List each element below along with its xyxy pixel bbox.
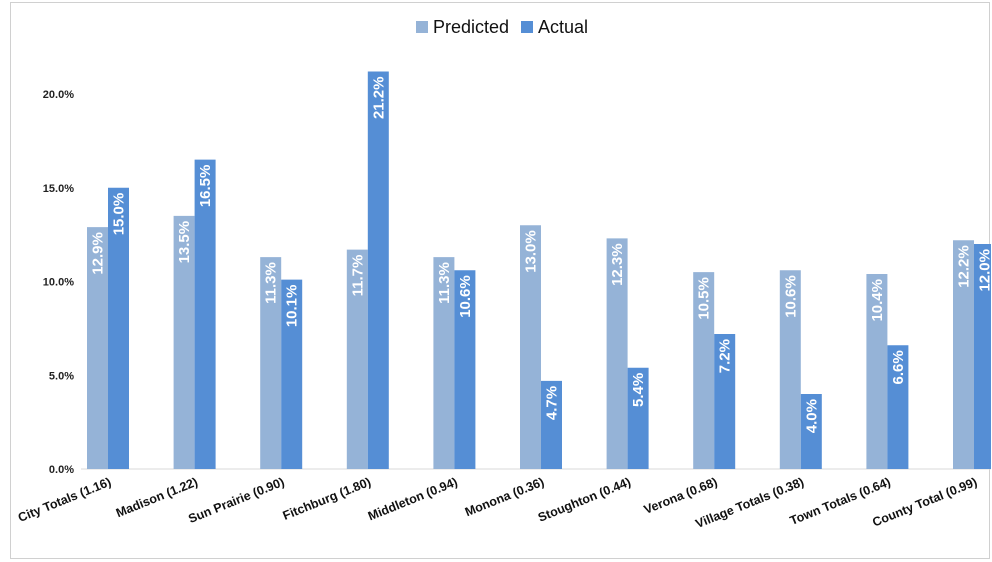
chart-frame: Predicted Actual 0.0% 5.0% 10.0% 15.0% 20.0% … [10, 2, 992, 559]
data-label-actual-9: 6.6% [890, 350, 907, 384]
bar-predicted-6 [606, 238, 628, 469]
y-tick-label: 0.0% [49, 464, 74, 476]
category-label-2: Sun Prairie (0.90) [186, 475, 286, 526]
category-label-7: Verona (0.68) [642, 475, 719, 517]
bar-actual-4 [454, 270, 476, 469]
category-label-5: Monona (0.36) [463, 475, 546, 519]
category-label-6: Stoughton (0.44) [536, 475, 633, 525]
legend-label-1: Actual [538, 17, 588, 37]
bar-predicted-2 [260, 257, 282, 469]
data-label-actual-8: 4.0% [803, 399, 820, 433]
bar-actual-9 [887, 345, 909, 469]
bars: 12.9%15.0%13.5%16.5%11.3%10.1%11.7%21.2%… [87, 71, 992, 469]
legend-label-0: Predicted [433, 17, 509, 37]
y-tick-label: 5.0% [49, 370, 74, 382]
y-tick-label: 15.0% [43, 183, 74, 195]
y-tick-label: 10.0% [43, 277, 74, 289]
bar-actual-2 [281, 279, 303, 469]
data-label-actual-3: 21.2% [370, 77, 387, 120]
data-label-predicted-1: 13.5% [176, 221, 193, 264]
x-axis: City Totals (1.16) Madison (1.22)Sun Prai… [16, 475, 979, 531]
legend-swatch-1 [521, 21, 533, 33]
bar-predicted-1 [173, 215, 195, 469]
bar-actual-0 [108, 187, 129, 469]
data-label-predicted-0: 12.9% [90, 232, 107, 275]
data-label-predicted-7: 10.5% [696, 277, 713, 320]
bar-actual-8 [800, 394, 822, 469]
bar-predicted-8 [779, 270, 801, 469]
bar-actual-5 [541, 380, 562, 469]
bar-predicted-3 [346, 249, 368, 469]
legend: Predicted Actual [416, 17, 588, 37]
bar-predicted-5 [520, 225, 541, 469]
data-label-predicted-2: 11.3% [263, 262, 280, 304]
data-label-predicted-4: 11.3% [436, 262, 453, 304]
bar-actual-6 [627, 367, 649, 469]
y-tick-label: 20.0% [43, 89, 74, 101]
bar-predicted-9 [866, 274, 888, 469]
data-label-predicted-6: 12.3% [609, 243, 626, 286]
data-label-predicted-8: 10.6% [782, 275, 799, 318]
legend-swatch-0 [416, 21, 428, 33]
data-label-actual-1: 16.5% [197, 165, 214, 208]
data-label-predicted-10: 12.2% [956, 245, 973, 288]
bar-actual-3 [367, 71, 389, 469]
data-label-actual-10: 12.0% [977, 249, 992, 292]
bar-predicted-0 [87, 227, 108, 469]
bar-actual-7 [714, 334, 736, 469]
data-label-actual-4: 10.6% [457, 275, 474, 318]
bar-actual-1 [194, 159, 216, 469]
data-label-predicted-9: 10.4% [869, 279, 886, 322]
data-label-actual-7: 7.2% [717, 339, 734, 373]
data-label-actual-5: 4.7% [544, 386, 561, 420]
data-label-actual-2: 10.1% [284, 285, 301, 328]
data-label-predicted-5: 13.0% [523, 230, 540, 273]
bar-actual-10 [974, 244, 991, 469]
data-label-actual-0: 15.0% [111, 193, 128, 236]
bar-predicted-10 [953, 240, 974, 469]
data-label-predicted-3: 11.7% [349, 255, 366, 297]
category-label-0: City Totals (1.16) [16, 475, 113, 525]
bar-predicted-7 [693, 272, 715, 469]
data-label-actual-6: 5.4% [630, 373, 647, 407]
bar-predicted-4 [433, 257, 455, 469]
category-label-3: Fitchburg (1.80) [281, 475, 373, 523]
bar-chart: Predicted Actual 0.0%5.0%10.0%15.0%20.0% … [16, 17, 992, 531]
category-label-4: Middleton (0.94) [366, 475, 459, 524]
